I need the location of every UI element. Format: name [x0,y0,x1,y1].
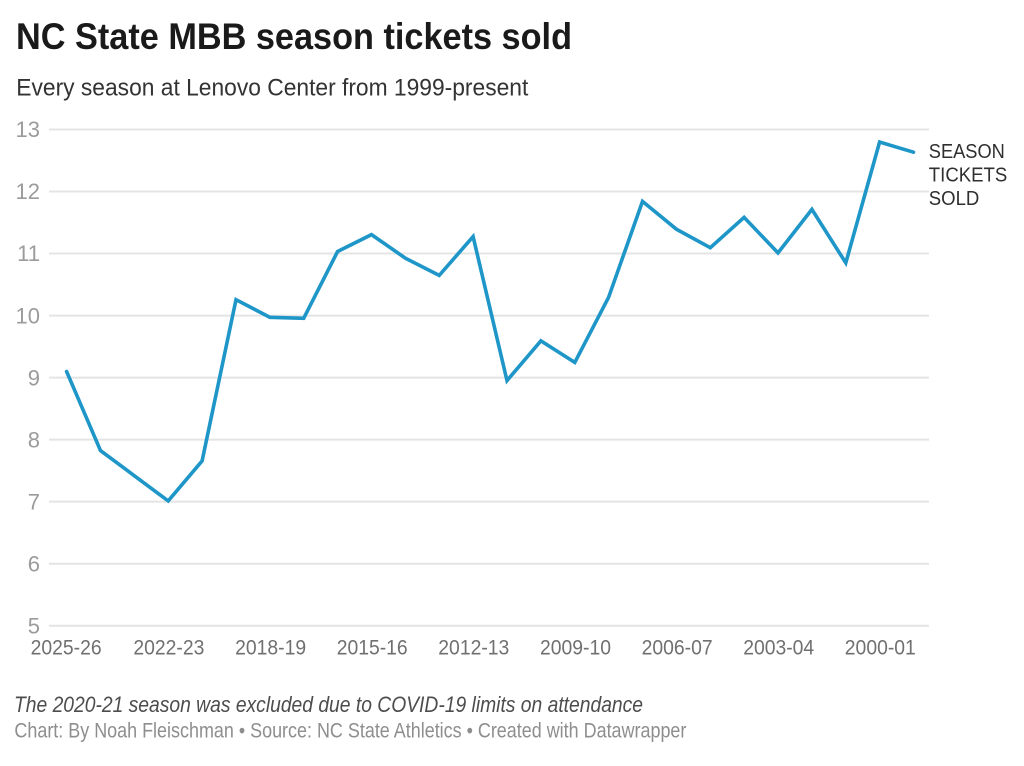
svg-text:12: 12 [16,179,40,204]
svg-text:SOLD: SOLD [929,188,980,210]
svg-text:The 2020-21 season was exclude: The 2020-21 season was excluded due to C… [14,692,643,717]
svg-text:2012-13: 2012-13 [438,636,509,659]
svg-text:2009-10: 2009-10 [540,636,611,659]
svg-text:2000-01: 2000-01 [845,636,916,659]
svg-text:2006-07: 2006-07 [642,636,713,659]
svg-text:10: 10 [16,303,40,328]
svg-text:Every season at Lenovo Center: Every season at Lenovo Center from 1999-… [16,75,528,102]
svg-text:SEASON: SEASON [929,141,1005,163]
svg-text:2025-26: 2025-26 [31,636,102,659]
svg-text:7: 7 [28,489,40,514]
svg-text:5: 5 [28,613,40,638]
svg-text:6: 6 [28,551,40,576]
svg-text:TICKETS: TICKETS [929,164,1008,186]
svg-text:2003-04: 2003-04 [743,636,814,659]
svg-text:Chart: By Noah Fleischman • So: Chart: By Noah Fleischman • Source: NC S… [14,719,686,742]
svg-text:2015-16: 2015-16 [337,636,408,659]
svg-text:9: 9 [28,365,40,390]
svg-text:2018-19: 2018-19 [235,636,306,659]
svg-text:11: 11 [17,241,40,266]
svg-text:8: 8 [28,427,40,452]
svg-text:2022-23: 2022-23 [133,636,204,659]
svg-text:NC State MBB season tickets so: NC State MBB season tickets sold [16,15,572,57]
svg-text:13: 13 [16,117,40,142]
